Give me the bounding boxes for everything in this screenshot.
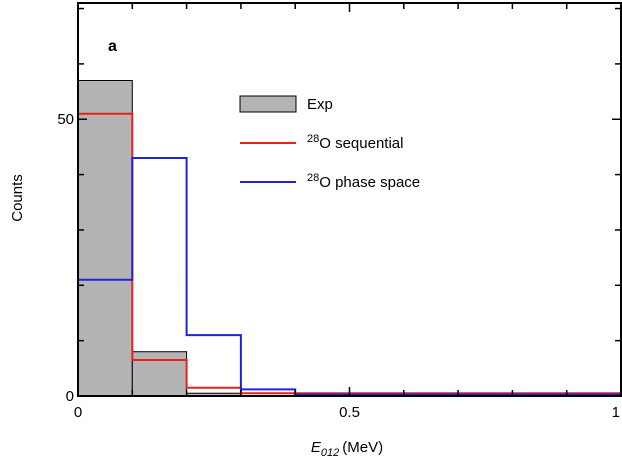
plot-frame <box>77 2 622 397</box>
exp-bar-0 <box>77 79 133 397</box>
y-tick-label-0: 0 <box>66 388 74 405</box>
y-axis-title: Counts <box>9 174 26 222</box>
x-tick-label-1: 0.5 <box>339 404 360 421</box>
legend-swatch-exp <box>239 95 297 113</box>
x-axis-subscript: 012 <box>321 447 339 459</box>
legend-label-superscript: 28 <box>307 133 319 145</box>
plot-area <box>77 79 621 397</box>
legend-label-exp: Exp <box>307 96 333 113</box>
legend-label-text: O sequential <box>319 135 403 152</box>
x-tick-label-2: 1 <box>612 404 620 421</box>
x-tick-label-0: 0 <box>74 404 82 421</box>
legend-label-o-phase-space: 28O phase space <box>307 172 420 191</box>
y-tick-label-1: 50 <box>57 111 74 128</box>
legend-label-text: O phase space <box>319 174 420 191</box>
axes: 0 0.5 1 0 50 <box>57 2 622 421</box>
x-axis-var: E <box>311 439 322 456</box>
exp-bar-1 <box>131 351 188 397</box>
x-axis-unit: (MeV) <box>342 439 383 456</box>
panel-label: a <box>108 38 117 55</box>
legend-label-o-sequential: 28O sequential <box>307 133 403 152</box>
o-phase-space-step-line <box>77 156 621 396</box>
legend-label-superscript: 28 <box>307 172 319 184</box>
x-axis-title: E012 (MeV) <box>311 439 383 459</box>
